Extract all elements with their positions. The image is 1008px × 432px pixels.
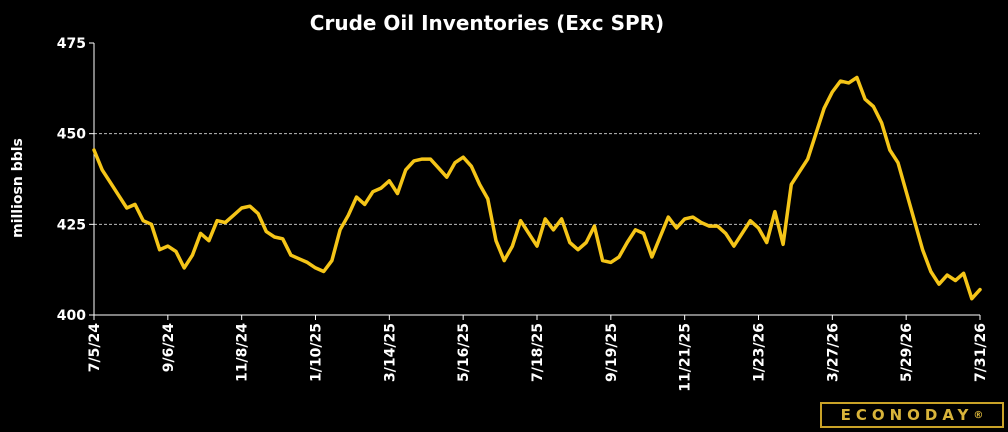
y-axis-label: milliosn bbls [10,138,26,238]
x-tick-label: 3/27/26 [825,323,841,382]
axes [93,43,980,316]
grid-lines [94,133,980,225]
x-tick-label: 7/5/24 [87,323,103,372]
y-tick-label: 450 [57,127,86,143]
logo-mark: ® [973,409,984,421]
y-tick-label: 475 [57,36,86,52]
x-tick-label: 11/21/25 [678,323,694,392]
series-group [92,75,982,301]
x-tick-label: 5/29/26 [899,323,915,382]
chart-title: Crude Oil Inventories (Exc SPR) [310,11,664,35]
x-tick-label: 7/18/25 [530,323,546,382]
x-tick-label: 1/10/25 [309,323,325,382]
y-tick-label: 425 [57,217,86,233]
y-tick-label: 400 [57,308,86,324]
y-axis: 400 425 450 475 [57,36,94,324]
x-tick-label: 5/16/25 [456,323,472,382]
x-tick-label: 7/31/26 [973,323,989,382]
x-axis: 7/5/24 9/6/24 11/8/24 1/10/25 3/14/25 5/16/25… [87,315,989,392]
econoday-logo: ECONODAY ® [820,402,1004,428]
x-tick-label: 1/23/26 [752,323,768,382]
logo-text: ECONODAY [840,406,974,424]
x-tick-label: 3/14/25 [382,323,398,382]
x-tick-label: 9/6/24 [161,323,177,372]
x-tick-label: 11/8/24 [235,323,251,382]
x-tick-label: 9/19/25 [604,323,620,382]
series-line-inventories [92,75,982,301]
